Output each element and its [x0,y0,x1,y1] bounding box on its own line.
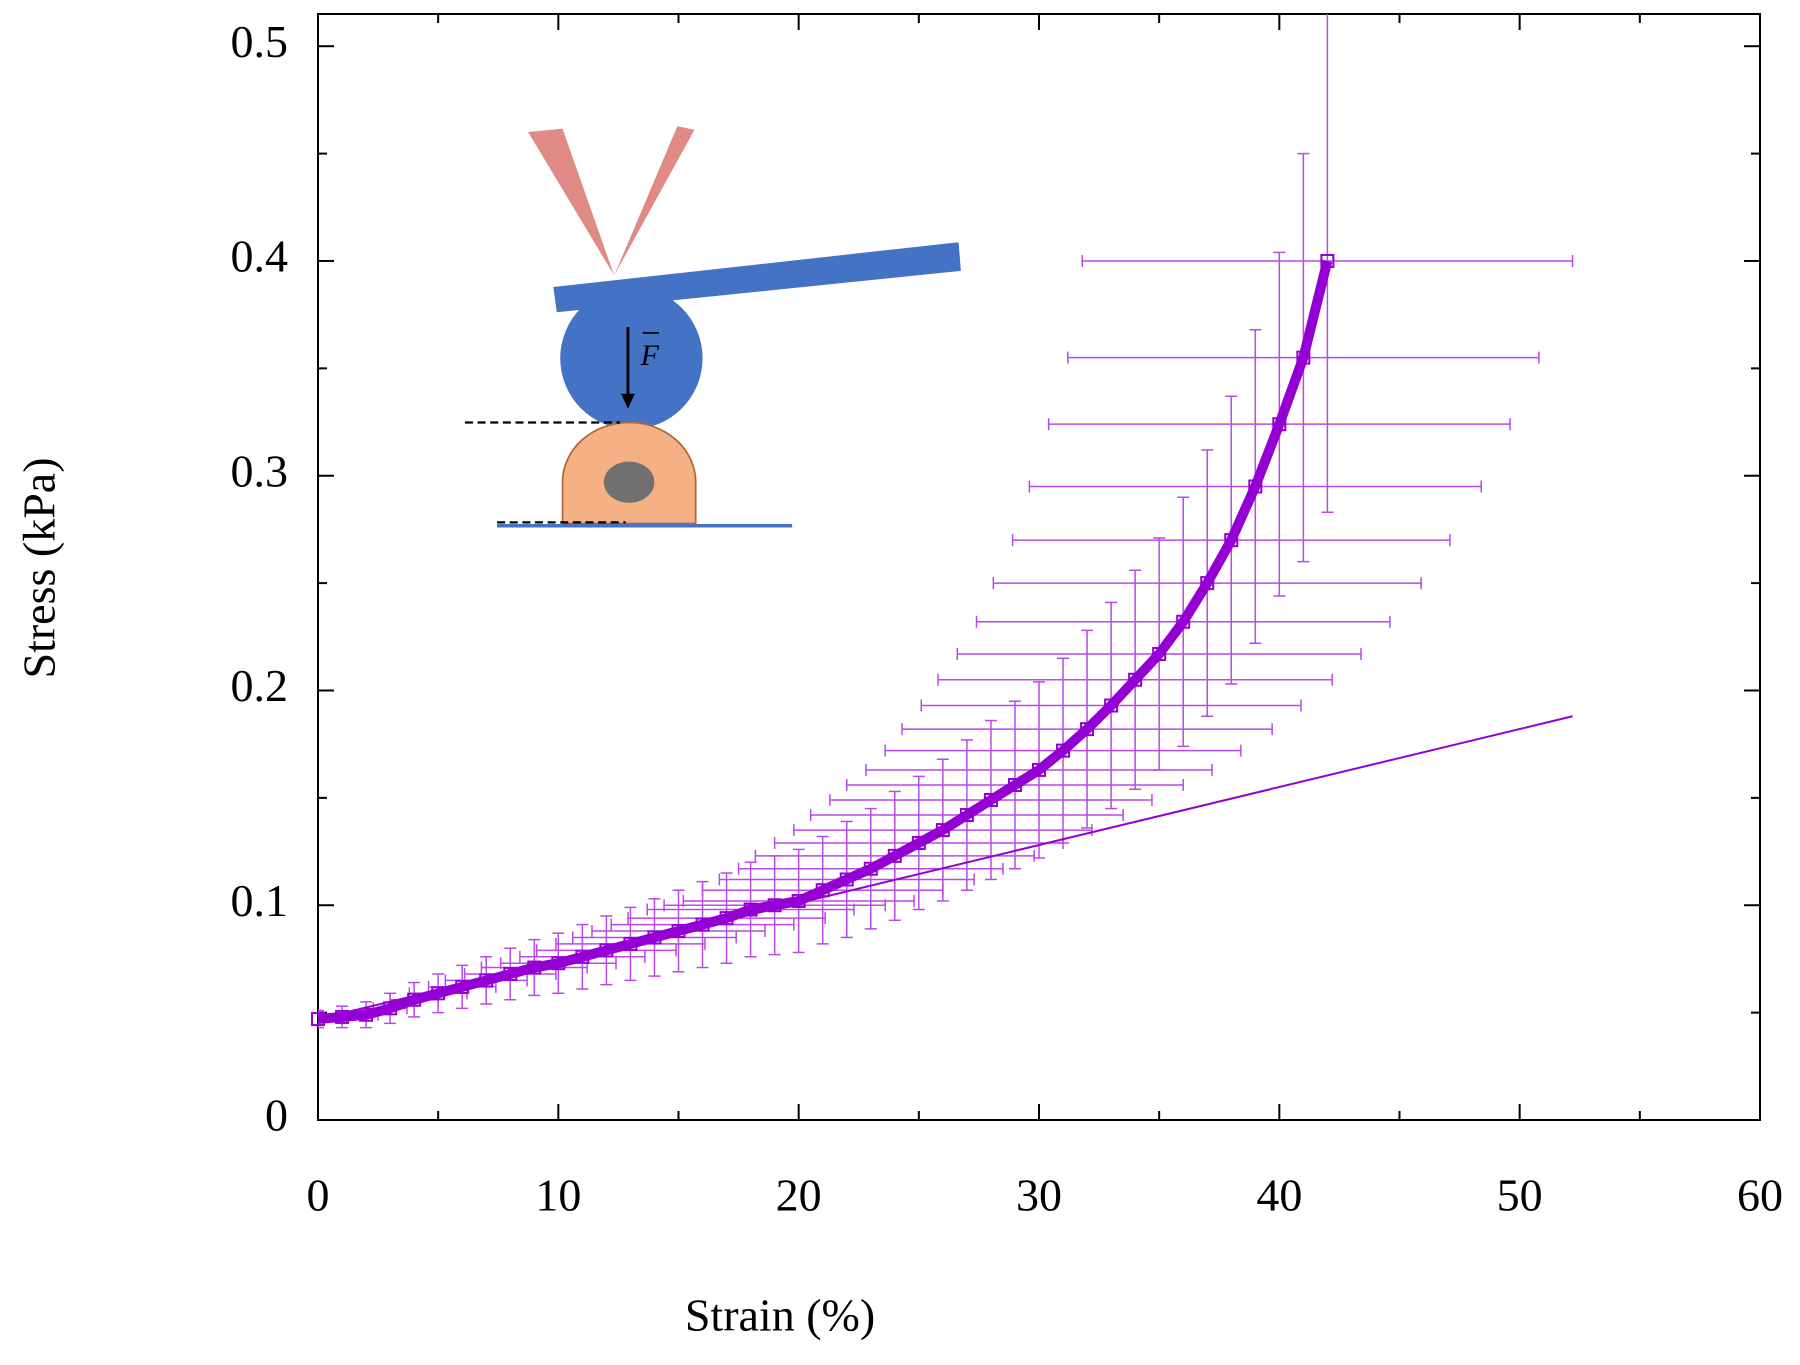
y-tick-label: 0.1 [231,875,289,926]
marker [815,883,830,898]
marker [1056,743,1071,758]
fit-line [317,715,1573,1021]
x-axis-label: Strain (%) [685,1290,875,1341]
marker [1152,646,1167,661]
marker [983,793,998,808]
marker [1296,350,1311,365]
marker [839,872,854,887]
marker [311,1012,325,1027]
marker [767,898,782,913]
marker [1248,479,1263,494]
marker [911,835,926,850]
inset-diagram: F [464,126,961,528]
x-tick-label: 50 [1497,1170,1543,1221]
force-arrowhead [621,393,635,409]
y-tick-label: 0.4 [231,231,289,282]
y-tick-label: 0.2 [231,660,289,711]
marker [335,1009,350,1024]
force-label: F [640,339,660,372]
marker [935,823,950,838]
bead [560,287,703,430]
y-tick-label: 0 [265,1090,288,1141]
data-curve [317,259,1333,1025]
marker [1104,698,1119,713]
marker [623,936,638,951]
marker [647,930,662,945]
marker [887,848,902,863]
marker [407,992,422,1007]
x-tick-label: 20 [776,1170,822,1221]
marker [1007,777,1022,792]
marker [455,979,470,994]
y-axis-label: Stress (kPa) [14,457,65,678]
marker [1176,614,1191,629]
nucleus [603,461,655,503]
marker [359,1007,374,1022]
marker [863,861,878,876]
marker [1200,576,1215,591]
x-tick-label: 0 [307,1170,330,1221]
marker [959,808,974,823]
y-tick-label: 0.3 [231,445,289,496]
plot-frame [317,13,1761,1121]
x-tick-label: 10 [535,1170,581,1221]
x-tick-label: 60 [1737,1170,1783,1221]
marker [1224,533,1239,548]
x-tick-label: 40 [1256,1170,1302,1221]
tip-right [614,126,695,276]
marker [1128,672,1143,687]
y-tick-label: 0.5 [231,16,289,67]
marker [1080,722,1095,737]
tip-left [528,128,615,276]
marker [1032,762,1046,777]
marker [1320,253,1335,268]
marker [1272,417,1287,432]
marker [431,986,446,1001]
x-tick-label: 30 [1016,1170,1062,1221]
